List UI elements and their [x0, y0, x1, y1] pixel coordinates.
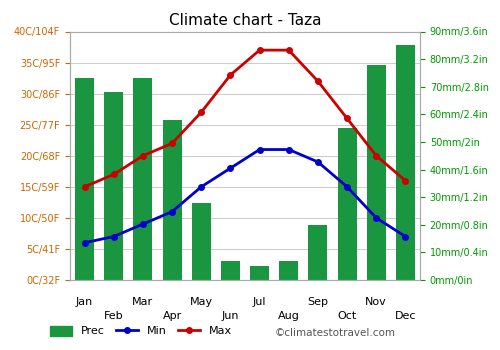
Max [228, 73, 234, 77]
Min [373, 216, 379, 220]
Max [111, 172, 117, 176]
Max [198, 110, 204, 114]
Text: May: May [190, 297, 213, 307]
Line: Max: Max [82, 47, 408, 190]
Line: Min: Min [82, 147, 408, 245]
Bar [396, 45, 415, 280]
Bar [221, 261, 240, 280]
Max [256, 48, 262, 52]
Max [344, 116, 350, 120]
Max [82, 185, 87, 189]
Min [198, 185, 204, 189]
Max [169, 141, 175, 146]
Bar [308, 225, 328, 280]
Bar [250, 266, 269, 280]
Max [373, 154, 379, 158]
Min [315, 160, 321, 164]
Text: Dec: Dec [394, 310, 416, 321]
Min [111, 234, 117, 239]
Bar [162, 120, 182, 280]
Min [286, 147, 292, 152]
Text: Feb: Feb [104, 310, 124, 321]
Text: Jul: Jul [253, 297, 266, 307]
Max [402, 178, 408, 183]
Bar [367, 65, 386, 280]
Max [286, 48, 292, 52]
Min [402, 234, 408, 239]
Bar [338, 128, 356, 280]
Text: Apr: Apr [162, 310, 182, 321]
Min [256, 147, 262, 152]
Text: ©climatestotravel.com: ©climatestotravel.com [275, 328, 396, 338]
Bar [134, 78, 152, 280]
Max [140, 154, 146, 158]
Text: Oct: Oct [338, 310, 356, 321]
Text: Jun: Jun [222, 310, 239, 321]
Bar [192, 203, 210, 280]
Bar [280, 261, 298, 280]
Min [82, 240, 87, 245]
Legend: Prec, Min, Max: Prec, Min, Max [46, 321, 237, 341]
Text: Aug: Aug [278, 310, 299, 321]
Min [344, 185, 350, 189]
Min [228, 166, 234, 170]
Bar [75, 78, 94, 280]
Text: Mar: Mar [132, 297, 154, 307]
Min [140, 222, 146, 226]
Text: Nov: Nov [366, 297, 387, 307]
Title: Climate chart - Taza: Climate chart - Taza [169, 13, 321, 28]
Text: Jan: Jan [76, 297, 93, 307]
Max [315, 79, 321, 83]
Min [169, 210, 175, 214]
Text: Sep: Sep [308, 297, 328, 307]
Bar [104, 92, 123, 280]
